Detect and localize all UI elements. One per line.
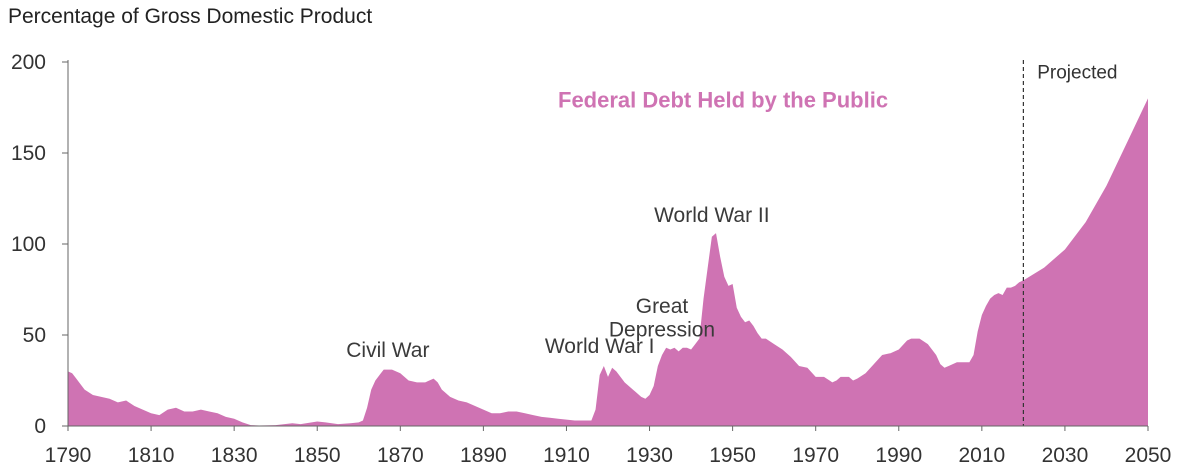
annotation-label: World War II — [654, 204, 770, 227]
series-name-label: Federal Debt Held by the Public — [558, 88, 888, 113]
x-tick-label: 1830 — [211, 444, 258, 467]
annotation-label: World War I — [545, 335, 655, 358]
projected-label: Projected — [1037, 62, 1117, 83]
y-tick-label: 0 — [34, 415, 46, 438]
x-tick-label: 1790 — [45, 444, 92, 467]
y-tick-label: 200 — [11, 51, 46, 74]
y-tick-label: 150 — [11, 142, 46, 165]
annotation-label: Great Depression — [609, 295, 715, 341]
x-tick-label: 1810 — [128, 444, 175, 467]
x-tick-label: 2050 — [1125, 444, 1172, 467]
axes: 0 50 100 150 200 1790 1810 1830 1850 1870 1890 1910… — [11, 51, 1171, 467]
x-tick-label: 2010 — [958, 444, 1005, 467]
y-tick-label: 100 — [11, 233, 46, 256]
y-tick-label: 50 — [23, 324, 46, 347]
x-tick-label: 2030 — [1042, 444, 1089, 467]
x-tick-label: 1950 — [709, 444, 756, 467]
x-tick-label: 1890 — [460, 444, 507, 467]
plot-area — [68, 60, 1148, 427]
annotation-label: Civil War — [346, 339, 429, 362]
x-tick-label: 1990 — [875, 444, 922, 467]
y-axis-title: Percentage of Gross Domestic Product — [8, 5, 372, 28]
x-tick-label: 1930 — [626, 444, 673, 467]
x-tick-label: 1870 — [377, 444, 424, 467]
x-tick-label: 1910 — [543, 444, 590, 467]
series-area-0 — [68, 98, 1148, 427]
x-tick-label: 1970 — [792, 444, 839, 467]
x-tick-label: 1850 — [294, 444, 341, 467]
